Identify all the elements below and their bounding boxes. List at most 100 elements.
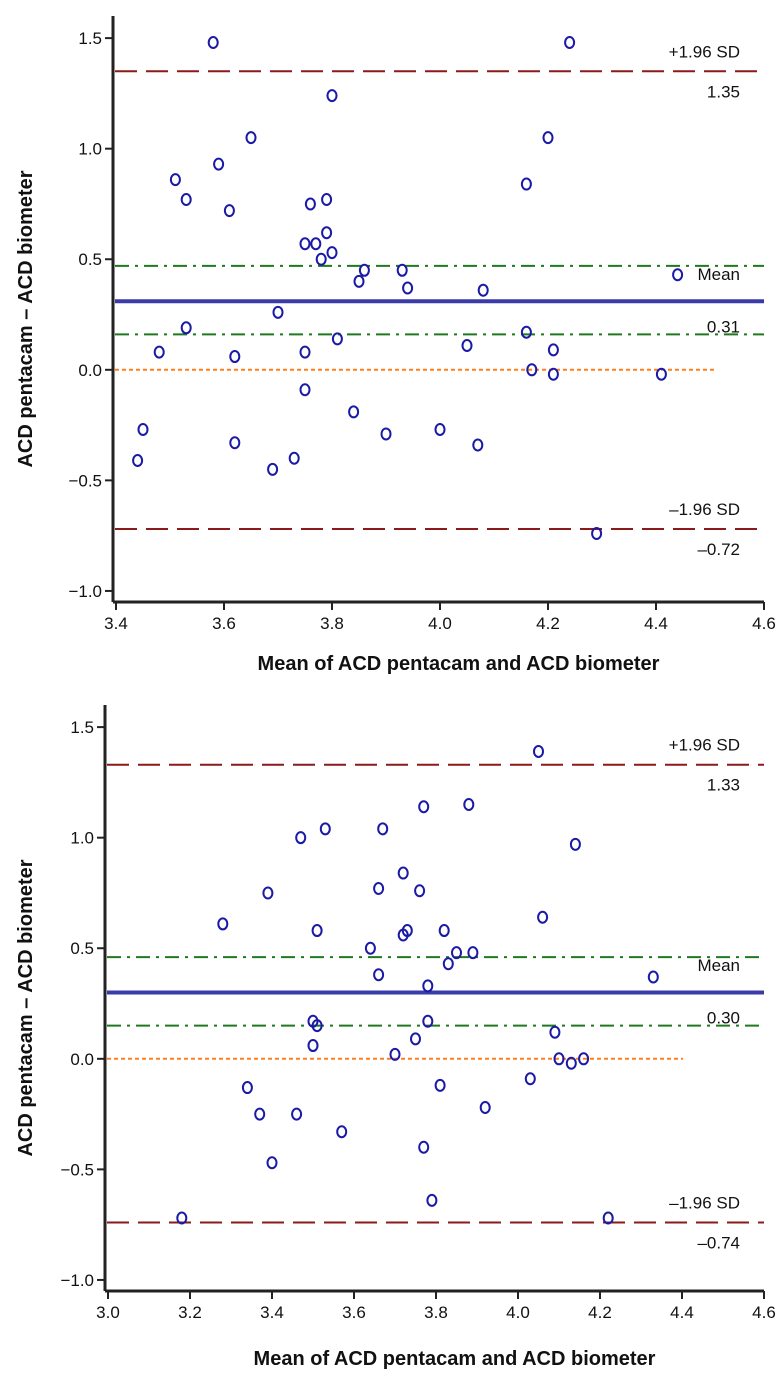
lower-loa-label: –1.96 SD [669,500,740,519]
upper-loa-label: +1.96 SD [669,736,740,755]
data-point [229,350,241,364]
data-point [295,831,307,845]
data-point [542,131,554,145]
data-point [463,798,475,812]
data-point [389,1047,401,1061]
data-point [422,979,434,993]
x-tick-label: 4.2 [588,1303,612,1322]
bland-altman-plot-2: −1.0 −0.5 0.0 0.5 1.0 1.5 3.0 3.2 3.4 3.6 3.8 4.0 4.… [15,705,776,1370]
bland-altman-plot-1: −1.0 −0.5 0.0 0.5 1.0 1.5 3.4 3.6 3.8 4.0 4.2 4.4 4.… [15,16,776,675]
data-point [520,177,532,191]
data-point [180,193,192,207]
data-point [526,363,538,377]
data-point [537,910,549,924]
data-point [461,338,473,352]
lower-loa-label: –1.96 SD [669,1193,740,1212]
data-point [377,822,389,836]
data-point [245,131,257,145]
data-point [569,837,581,851]
data-point [311,1019,323,1033]
data-point [451,946,462,960]
data-point [434,423,446,437]
upper-loa-value: 1.35 [707,82,740,101]
data-point [364,941,376,955]
mean-value: 0.30 [707,1009,740,1028]
data-point [217,917,229,931]
data-point [291,1107,303,1121]
data-point [472,438,484,452]
data-point [426,1193,438,1207]
data-point [254,1107,266,1121]
y-tick-label: 0.5 [70,939,94,958]
data-point [353,274,365,288]
data-point [547,367,559,381]
data-point [434,1078,446,1092]
data-point [176,1211,188,1225]
data-point [299,383,311,397]
y-axis-title: ACD pentacam – ACD biometer [15,170,37,467]
data-point [655,367,667,381]
x-tick-label: 4.2 [536,614,560,633]
y-tick-label: 1.5 [70,718,94,737]
data-point [524,1072,536,1086]
y-tick-label: −0.5 [60,1160,94,1179]
lower-loa-value: –0.72 [697,540,740,559]
x-tick-label: 4.4 [670,1303,694,1322]
data-point [578,1052,590,1066]
data-point [319,822,331,836]
data-point [288,451,300,465]
upper-loa-label: +1.96 SD [669,42,740,61]
data-point [553,1052,565,1066]
data-point [602,1211,614,1225]
x-tick-label: 3.4 [260,1303,284,1322]
data-point [418,1140,430,1154]
data-point [414,884,426,898]
x-axis-title: Mean of ACD pentacam and ACD biometer [254,1348,656,1370]
data-point [169,173,181,187]
data-point [533,744,544,758]
data-point [266,1156,278,1170]
data-point [348,405,360,419]
data-point [311,924,323,938]
x-axis-title: Mean of ACD pentacam and ACD biometer [258,653,660,675]
y-axis-title: ACD pentacam – ACD biometer [15,859,37,1156]
data-point [307,1039,319,1053]
y-tick-label: 0.5 [78,250,102,269]
data-point [564,36,576,50]
data-point [565,1056,577,1070]
x-tick-label: 4.6 [752,614,776,633]
mean-label: Mean [697,956,740,975]
data-point [591,526,603,540]
data-point [547,343,559,357]
lower-loa-value: –0.74 [697,1233,740,1252]
y-tick-label: −1.0 [60,1271,94,1290]
x-tick-label: 3.8 [424,1303,448,1322]
x-tick-label: 4.0 [428,614,452,633]
data-point [213,157,225,171]
data-point [438,924,450,938]
data-point [267,462,279,476]
data-point [272,305,284,319]
x-tick-label: 3.4 [104,614,128,633]
data-point [262,886,274,900]
data-point [207,36,219,50]
data-point [304,197,316,211]
data-point [299,237,311,251]
x-tick-label: 3.0 [96,1303,120,1322]
data-point [402,281,414,295]
data-point [410,1032,421,1046]
data-point [326,89,338,103]
data-point [132,453,144,467]
data-point [336,1125,348,1139]
data-point [467,946,479,960]
data-point [380,427,392,441]
data-point [326,246,338,260]
data-point [153,345,165,359]
mean-label: Mean [697,265,740,284]
data-point [477,283,489,297]
y-tick-label: −0.5 [68,471,102,490]
x-tick-label: 3.6 [342,1303,366,1322]
data-point [672,268,684,282]
data-point [137,423,149,437]
x-tick-label: 3.8 [320,614,344,633]
